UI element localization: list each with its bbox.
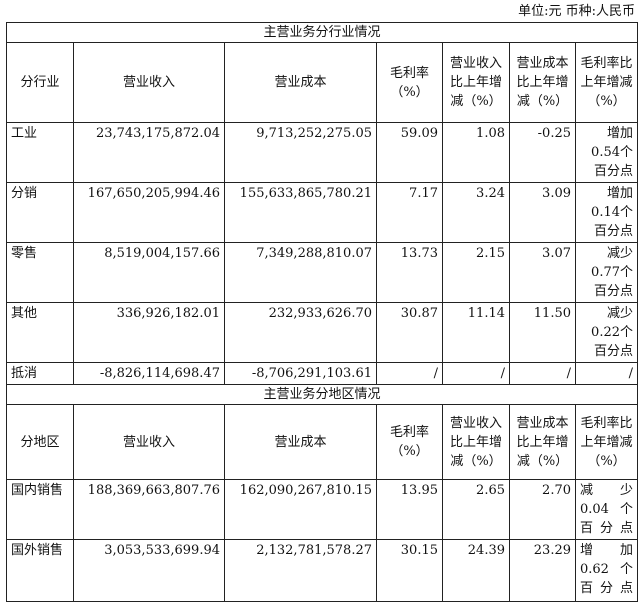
revenue-cell: 188,369,663,807.76 bbox=[73, 479, 225, 540]
column-header: 营业成本 bbox=[224, 42, 377, 123]
cost-cell: 155,633,865,780.21 bbox=[224, 182, 377, 243]
cost-cell: -8,706,291,103.61 bbox=[224, 362, 377, 385]
revenue-change-cell: 2.65 bbox=[442, 479, 510, 540]
cost-change-cell: / bbox=[509, 362, 576, 385]
section-title-row: 主营业务分行业情况 bbox=[6, 22, 638, 43]
cost-cell: 232,933,626.70 bbox=[224, 302, 377, 363]
row-label: 分销 bbox=[6, 182, 74, 243]
column-header: 营业成本比上年增减（%） bbox=[509, 404, 576, 480]
revenue-change-cell: 11.14 bbox=[442, 302, 510, 363]
revenue-cell: 167,650,205,994.46 bbox=[73, 182, 225, 243]
column-header: 营业收入 bbox=[73, 404, 225, 480]
revenue-change-cell: 3.24 bbox=[442, 182, 510, 243]
table-row: 国外销售 3,053,533,699.94 2,132,781,578.27 3… bbox=[6, 539, 638, 602]
revenue-cell: -8,826,114,698.47 bbox=[73, 362, 225, 385]
revenue-change-cell: 24.39 bbox=[442, 539, 510, 602]
margin-change-cell: 增加0.62个百分点 bbox=[575, 539, 638, 602]
table-row: 抵消 -8,826,114,698.47 -8,706,291,103.61 /… bbox=[6, 362, 638, 385]
row-label: 零售 bbox=[6, 242, 74, 303]
header-row: 分地区 营业收入 营业成本 毛利率（%） 营业收入比上年增减（%） 营业成本比上年增减（%… bbox=[6, 404, 638, 480]
column-header: 毛利率（%） bbox=[376, 404, 443, 480]
cost-cell: 9,713,252,275.05 bbox=[224, 122, 377, 183]
row-label: 国内销售 bbox=[6, 479, 74, 540]
margin-cell: / bbox=[376, 362, 443, 385]
cost-cell: 7,349,288,810.07 bbox=[224, 242, 377, 303]
margin-change-cell: / bbox=[575, 362, 638, 385]
column-header: 营业收入比上年增减（%） bbox=[442, 404, 510, 480]
margin-cell: 7.17 bbox=[376, 182, 443, 243]
column-header: 营业收入比上年增减（%） bbox=[442, 42, 510, 123]
currency-unit: 单位:元 币种:人民币 bbox=[518, 4, 635, 19]
table-row: 其他 336,926,182.01 232,933,626.70 30.87 1… bbox=[6, 302, 638, 363]
main-business-table: 主营业务分行业情况 分行业 营业收入 营业成本 毛利率（%） 营业收入比上年增减（%） 营业… bbox=[6, 22, 638, 602]
margin-cell: 59.09 bbox=[376, 122, 443, 183]
cost-change-cell: 3.09 bbox=[509, 182, 576, 243]
section-title-row: 主营业务分地区情况 bbox=[6, 384, 638, 405]
column-header: 分地区 bbox=[6, 404, 74, 480]
column-header: 毛利率比上年增减（%） bbox=[575, 42, 638, 123]
column-header: 营业成本比上年增减（%） bbox=[509, 42, 576, 123]
table-row: 分销 167,650,205,994.46 155,633,865,780.21… bbox=[6, 182, 638, 243]
revenue-cell: 23,743,175,872.04 bbox=[73, 122, 225, 183]
cost-change-cell: -0.25 bbox=[509, 122, 576, 183]
revenue-change-cell: 2.15 bbox=[442, 242, 510, 303]
cost-change-cell: 3.07 bbox=[509, 242, 576, 303]
row-label: 其他 bbox=[6, 302, 74, 363]
header-row: 分行业 营业收入 营业成本 毛利率（%） 营业收入比上年增减（%） 营业成本比上年增减（%… bbox=[6, 42, 638, 123]
margin-change-cell: 减少0.22个百分点 bbox=[575, 302, 638, 363]
margin-change-cell: 增加0.14个百分点 bbox=[575, 182, 638, 243]
column-header: 营业成本 bbox=[224, 404, 377, 480]
cost-change-cell: 11.50 bbox=[509, 302, 576, 363]
column-header: 分行业 bbox=[6, 42, 74, 123]
table-row: 工业 23,743,175,872.04 9,713,252,275.05 59… bbox=[6, 122, 638, 183]
revenue-change-cell: / bbox=[442, 362, 510, 385]
revenue-cell: 8,519,004,157.66 bbox=[73, 242, 225, 303]
margin-cell: 30.87 bbox=[376, 302, 443, 363]
table-row: 国内销售 188,369,663,807.76 162,090,267,810.… bbox=[6, 479, 638, 540]
cost-cell: 2,132,781,578.27 bbox=[224, 539, 377, 602]
column-header: 毛利率比上年增减（%） bbox=[575, 404, 638, 480]
row-label: 抵消 bbox=[6, 362, 74, 385]
row-label: 国外销售 bbox=[6, 539, 74, 602]
revenue-cell: 3,053,533,699.94 bbox=[73, 539, 225, 602]
cost-change-cell: 23.29 bbox=[509, 539, 576, 602]
section-title: 主营业务分地区情况 bbox=[6, 384, 638, 405]
margin-change-cell: 增加0.54个百分点 bbox=[575, 122, 638, 183]
column-header: 毛利率（%） bbox=[376, 42, 443, 123]
table-row: 零售 8,519,004,157.66 7,349,288,810.07 13.… bbox=[6, 242, 638, 303]
section-title: 主营业务分行业情况 bbox=[6, 22, 638, 43]
margin-cell: 30.15 bbox=[376, 539, 443, 602]
revenue-change-cell: 1.08 bbox=[442, 122, 510, 183]
margin-change-cell: 减少0.04个百分点 bbox=[575, 479, 638, 540]
cost-change-cell: 2.70 bbox=[509, 479, 576, 540]
row-label: 工业 bbox=[6, 122, 74, 183]
column-header: 营业收入 bbox=[73, 42, 225, 123]
margin-change-cell: 减少0.77个百分点 bbox=[575, 242, 638, 303]
revenue-cell: 336,926,182.01 bbox=[73, 302, 225, 363]
margin-cell: 13.73 bbox=[376, 242, 443, 303]
cost-cell: 162,090,267,810.15 bbox=[224, 479, 377, 540]
margin-cell: 13.95 bbox=[376, 479, 443, 540]
